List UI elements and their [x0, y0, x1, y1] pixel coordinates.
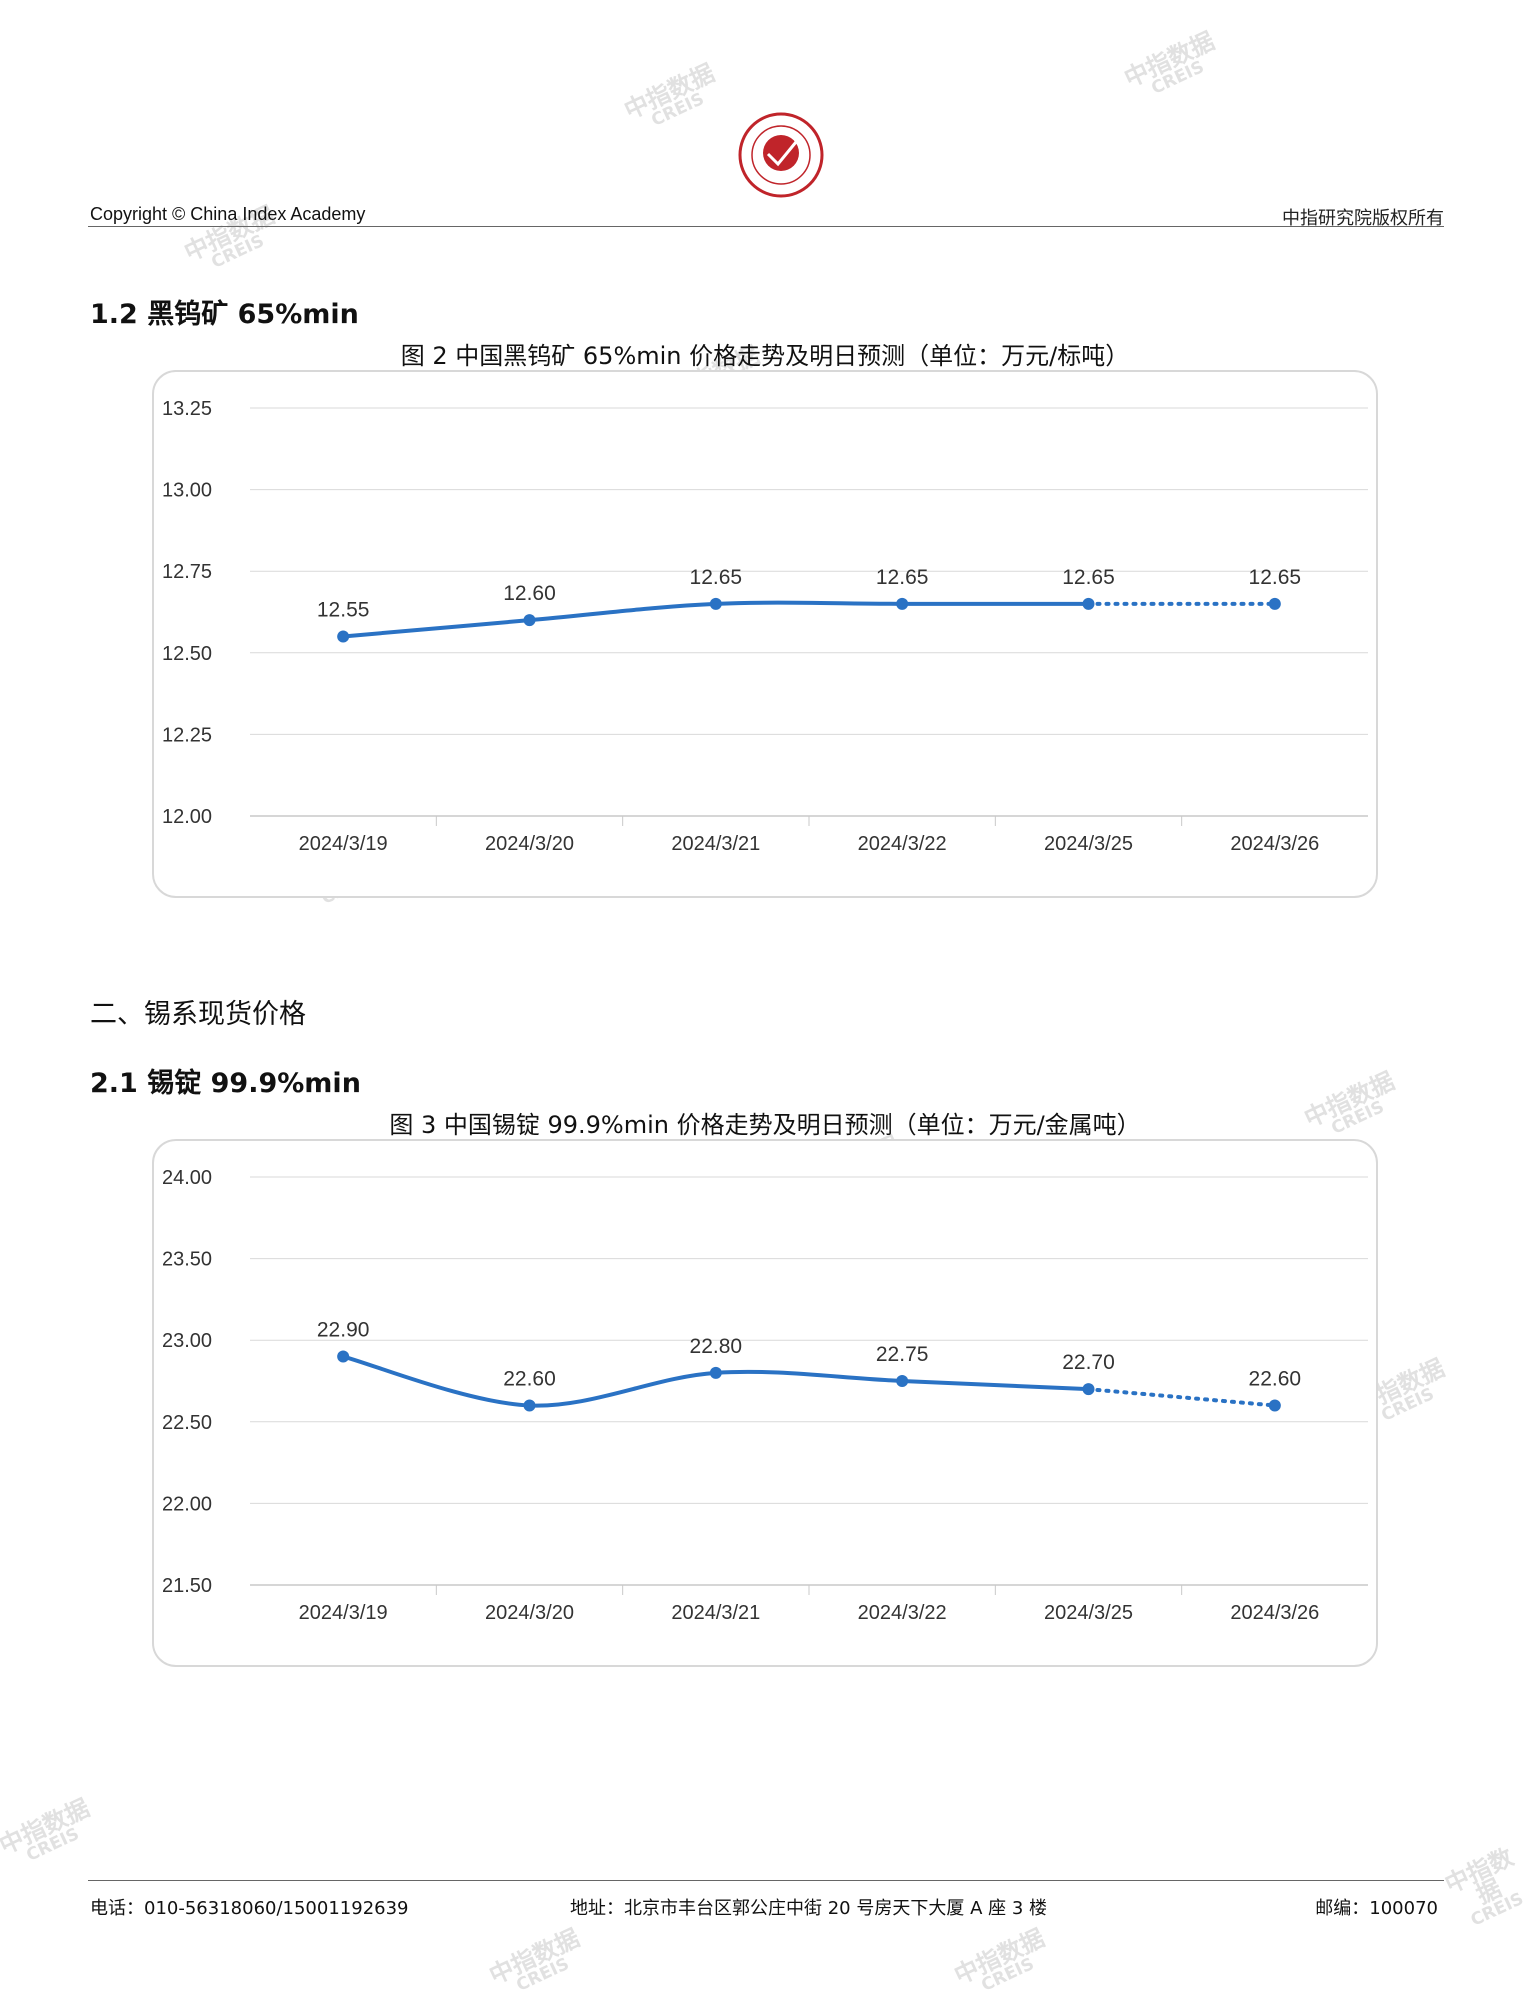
figure-3-title: 图 3 中国锡锭 99.9%min 价格走势及明日预测（单位：万元/金属吨） [389, 1111, 1141, 1139]
footer-postcode: 邮编：100070 [1315, 1898, 1438, 1919]
watermark-en: CREIS [1148, 56, 1208, 99]
header-divider [88, 226, 1444, 227]
x-tick-label: 2024/3/26 [1230, 1602, 1319, 1624]
watermark-cn: 中指数据 [1120, 26, 1219, 93]
y-tick-label: 12.75 [162, 561, 212, 583]
section-heading-1-2: 1.2 黑钨矿 65%min [90, 299, 359, 330]
watermark-en: CREIS [23, 1823, 83, 1866]
data-label: 12.65 [1249, 566, 1302, 589]
data-point [523, 1399, 536, 1412]
x-tick-label: 2024/3/21 [671, 833, 760, 855]
data-point [523, 614, 536, 627]
footer-address: 地址：北京市丰台区郭公庄中街 20 号房天下大厦 A 座 3 楼 [570, 1898, 1047, 1919]
y-tick-label: 12.00 [162, 806, 212, 828]
y-tick-label: 13.25 [162, 398, 212, 420]
figure-3-line-chart: 21.50 22.00 22.50 23.00 23.50 24.00 2024/3/19 2… [162, 1167, 1368, 1624]
data-point [1268, 1399, 1281, 1412]
data-label: 22.75 [876, 1343, 929, 1366]
data-label: 12.65 [690, 566, 743, 589]
x-tick-label: 2024/3/21 [671, 1602, 760, 1624]
x-tick-label: 2024/3/26 [1230, 833, 1319, 855]
data-point [896, 1375, 909, 1387]
watermark-cn: 中指数据 [485, 1923, 584, 1990]
y-tick-label: 24.00 [162, 1167, 212, 1189]
watermark-en: CREIS [208, 230, 268, 273]
data-point [709, 1366, 722, 1379]
series-line [341, 1354, 1091, 1408]
data-point [1082, 1383, 1095, 1396]
watermark-en: CREIS [648, 88, 708, 131]
watermark-en: CREIS [1467, 1888, 1527, 1931]
data-label: 22.70 [1062, 1351, 1115, 1374]
data-label: 22.80 [690, 1335, 743, 1358]
data-point [337, 1350, 350, 1363]
data-label: 12.65 [1062, 566, 1115, 589]
copyright-text: Copyright © China Index Academy [90, 204, 366, 224]
watermark-cn: 中指数据 [0, 1793, 94, 1860]
x-tick-label: 2024/3/25 [1044, 1602, 1133, 1624]
section-heading-2-1: 2.1 锡锭 99.9%min [90, 1068, 361, 1099]
y-tick-label: 22.00 [162, 1493, 212, 1515]
watermark-cn: 中指数据 [950, 1923, 1049, 1990]
watermark-en: CREIS [978, 1953, 1038, 1996]
figure-2-chart-frame: 12.00 12.25 12.50 12.75 13.00 13.25 2024/3/19 2… [152, 370, 1378, 898]
watermark-en: CREIS [513, 1953, 573, 1996]
y-tick-label: 22.50 [162, 1412, 212, 1434]
data-point [337, 630, 350, 643]
data-point [1082, 597, 1095, 610]
academy-logo-icon [738, 112, 824, 198]
data-label: 12.55 [317, 598, 370, 621]
y-tick-label: 12.50 [162, 643, 212, 665]
data-label: 22.60 [1249, 1367, 1302, 1390]
data-label: 22.60 [503, 1367, 556, 1390]
x-tick-label: 2024/3/22 [858, 833, 947, 855]
y-tick-label: 21.50 [162, 1575, 212, 1597]
data-point [709, 597, 722, 610]
forecast-line [1086, 1387, 1277, 1408]
data-label: 12.60 [503, 582, 556, 605]
x-tick-label: 2024/3/19 [299, 833, 388, 855]
watermark-cn: 中指数据 [620, 58, 719, 125]
x-tick-label: 2024/3/19 [299, 1602, 388, 1624]
data-label: 12.65 [876, 566, 929, 589]
rights-text: 中指研究院版权所有 [1282, 208, 1444, 229]
footer-divider [88, 1880, 1444, 1881]
section-heading-2: 二、锡系现货价格 [90, 999, 306, 1030]
data-label: 22.90 [317, 1319, 370, 1342]
watermark-cn: 中指数据 [1440, 1842, 1518, 1910]
y-tick-label: 23.00 [162, 1330, 212, 1352]
x-tick-label: 2024/3/22 [858, 1602, 947, 1624]
figure-2-line-chart: 12.00 12.25 12.50 12.75 13.00 13.25 2024/3/19 2… [162, 398, 1368, 855]
y-tick-label: 12.25 [162, 724, 212, 746]
figure-2-title: 图 2 中国黑钨矿 65%min 价格走势及明日预测（单位：万元/标吨） [400, 342, 1130, 370]
y-tick-label: 23.50 [162, 1249, 212, 1271]
data-point [896, 597, 909, 610]
x-tick-label: 2024/3/20 [485, 833, 574, 855]
figure-3-chart-frame: 21.50 22.00 22.50 23.00 23.50 24.00 2024/3/19 2… [152, 1139, 1378, 1667]
x-tick-label: 2024/3/25 [1044, 833, 1133, 855]
y-tick-label: 13.00 [162, 480, 212, 502]
data-point [1268, 597, 1281, 610]
x-tick-label: 2024/3/20 [485, 1602, 574, 1624]
footer-phone: 电话：010-56318060/15001192639 [90, 1898, 409, 1919]
